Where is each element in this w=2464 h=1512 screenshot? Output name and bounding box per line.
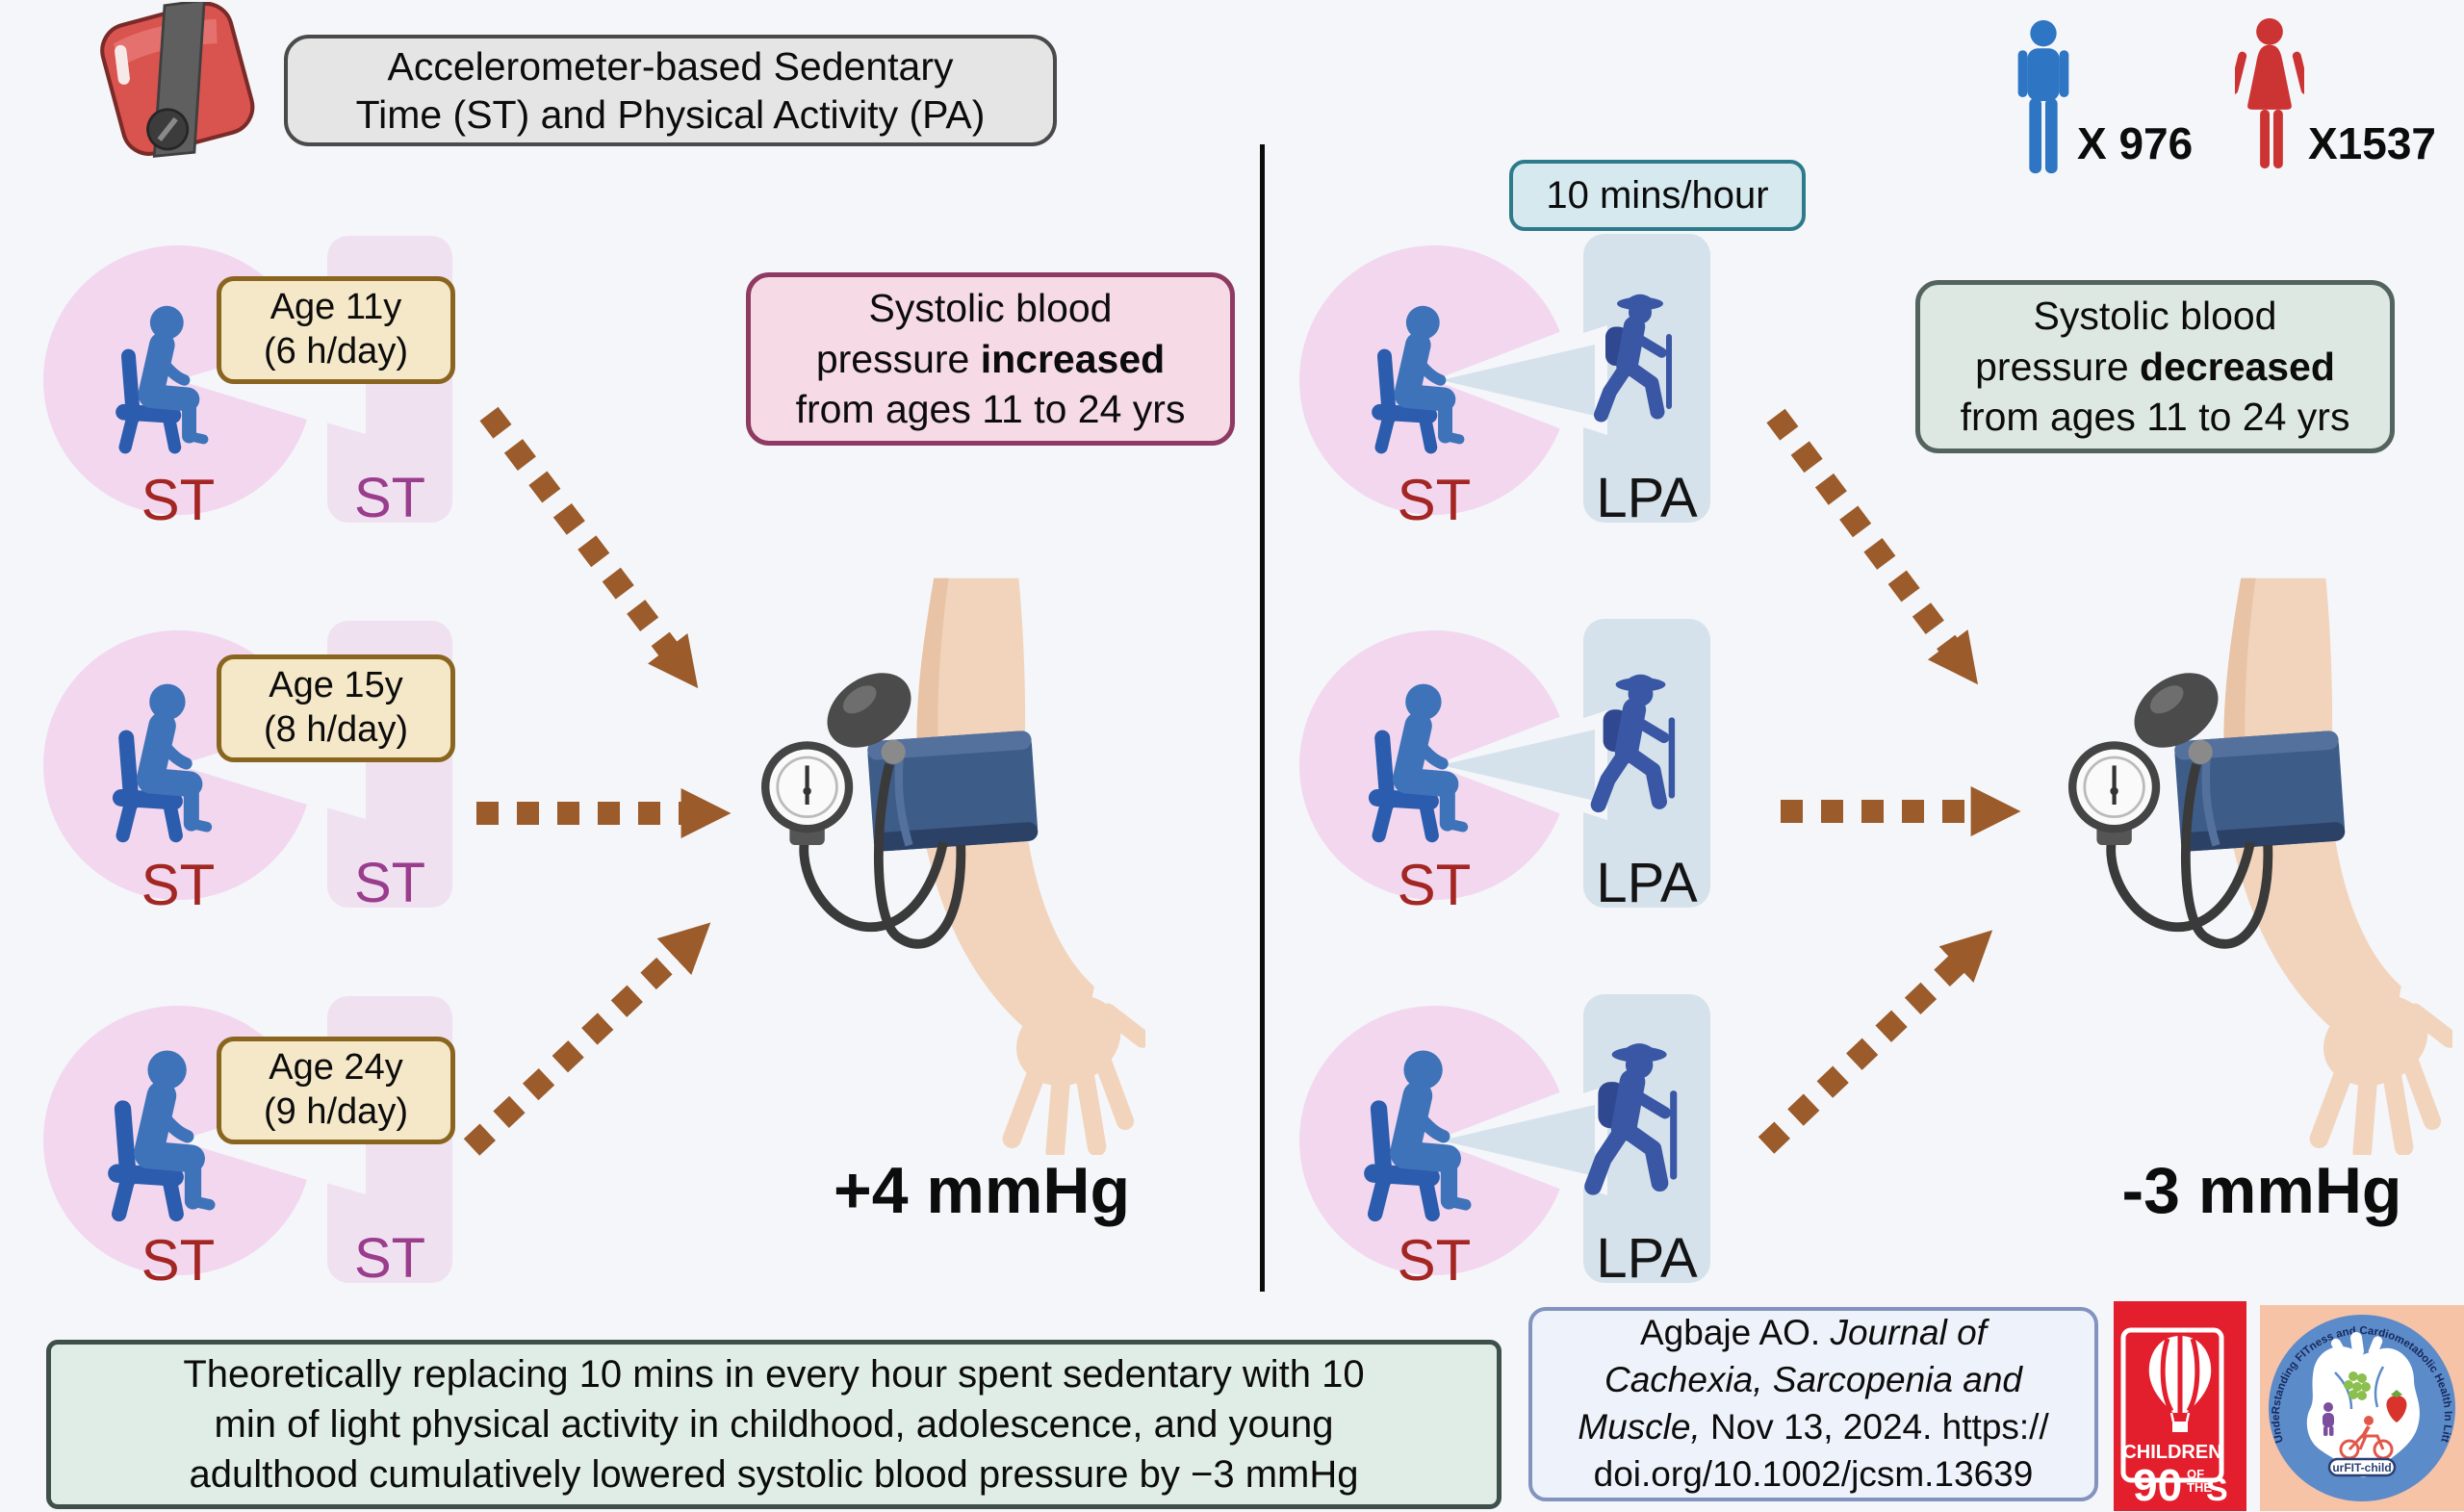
lpa-wedge — [1441, 345, 1595, 416]
replacement-badge: 10 mins/hour — [1509, 160, 1806, 231]
logo-word-of: OF — [2187, 1467, 2204, 1481]
age-text: Age 11y — [270, 287, 402, 328]
sbp-change-decrease: -3 mmHg — [2121, 1154, 2402, 1227]
arrow-lpa-1 — [1766, 408, 1979, 685]
arrow-st-age11 — [479, 406, 699, 689]
summary-box: Theoretically replacing 10 mins in every… — [46, 1340, 1502, 1509]
citation-text: Agbaje AO. Journal of Cachexia, Sarcopen… — [1578, 1313, 2049, 1494]
summary-line3: adulthood cumulatively lowered systolic … — [189, 1453, 1359, 1496]
summary-line2: min of light physical activity in childh… — [214, 1403, 1334, 1446]
title-box: Accelerometer-based Sedentary Time (ST) … — [284, 35, 1057, 146]
strawberry-icon — [2386, 1390, 2407, 1422]
blood-pressure-arm-left — [741, 576, 1145, 1155]
pie-st-label: ST — [141, 1228, 216, 1293]
female-icon — [2235, 17, 2304, 169]
pie-st-label: ST — [141, 853, 216, 917]
logo-word-children: CHILDREN — [2122, 1442, 2221, 1463]
sedentary-pie — [1299, 1006, 1560, 1275]
age-label-24: Age 24y (9 h/day) — [217, 1037, 455, 1144]
accelerometer-device-icon — [100, 2, 255, 158]
result-line3: from ages 11 to 24 yrs — [795, 387, 1186, 432]
age-text: Age 15y — [269, 665, 403, 706]
summary-line1: Theoretically replacing 10 mins in every… — [183, 1353, 1365, 1396]
tail-st-label: ST — [354, 467, 425, 529]
hours-text: (8 h/day) — [264, 709, 408, 750]
result-line3: from ages 11 to 24 yrs — [1960, 395, 2350, 440]
title-line1: Accelerometer-based Sedentary — [387, 43, 954, 89]
result-line1: Systolic blood — [868, 286, 1113, 331]
arrow-st-age24 — [463, 922, 711, 1156]
result-line1: Systolic blood — [2033, 294, 2277, 339]
logo-word-90: 90 — [2133, 1460, 2182, 1510]
male-count: X 976 — [2077, 118, 2194, 168]
sbp-decrease-box: Systolic blood pressure decreased from a… — [1915, 280, 2395, 453]
urfit-child-logo: UndeRstanding FITness and Cardiometaboli… — [2260, 1305, 2464, 1511]
urfit-badge-text: urFIT-child — [2332, 1461, 2391, 1474]
pie-st-label: ST — [1398, 853, 1472, 917]
lpa-wedge — [1441, 1105, 1595, 1176]
hours-text: (9 h/day) — [264, 1091, 408, 1132]
badge-text: 10 mins/hour — [1546, 173, 1769, 217]
pie-st-label: ST — [141, 468, 216, 532]
citation-box: Agbaje AO. Journal of Cachexia, Sarcopen… — [1528, 1307, 2098, 1501]
male-icon — [2017, 19, 2069, 174]
lpa-label: LPA — [1596, 467, 1698, 529]
replacement-row-3: ST LPA — [1299, 994, 1710, 1293]
age-text: Age 24y — [269, 1047, 403, 1089]
sbp-increase-box: Systolic blood pressure increased from a… — [746, 272, 1235, 446]
pie-st-label: ST — [1398, 468, 1472, 532]
sedentary-row-age15: ST ST — [43, 621, 452, 917]
age-label-15: Age 15y (8 h/day) — [217, 654, 455, 762]
arrow-lpa-3 — [1758, 930, 1993, 1154]
result-line2: pressure decreased — [1975, 344, 2335, 389]
pie-st-label: ST — [1398, 1228, 1472, 1293]
grapes-icon — [2344, 1371, 2371, 1400]
sbp-change-increase: +4 mmHg — [834, 1154, 1130, 1227]
replacement-row-1: ST LPA — [1299, 234, 1710, 532]
tail-st-label: ST — [354, 1227, 425, 1290]
title-line2: Time (ST) and Physical Activity (PA) — [355, 92, 986, 137]
panel-divider — [1260, 144, 1265, 1292]
children-of-the-90s-logo: CHILDREN 90 OF THE S — [2114, 1301, 2246, 1511]
hours-text: (6 h/day) — [264, 331, 408, 372]
cyclist-icon — [2339, 1416, 2394, 1460]
replacement-row-2: ST LPA — [1299, 619, 1710, 917]
sedentary-pie — [1299, 630, 1560, 900]
child-figure-icon — [2323, 1402, 2334, 1436]
age-label-11: Age 11y (6 h/day) — [217, 276, 455, 384]
blood-pressure-arm-right — [2048, 576, 2452, 1155]
tail-st-label: ST — [354, 852, 425, 914]
lpa-label: LPA — [1596, 852, 1698, 914]
female-count: X1537 — [2308, 118, 2437, 168]
lpa-wedge — [1441, 730, 1595, 801]
logo-word-s: S — [2206, 1472, 2228, 1508]
logo-word-the: THE — [2187, 1480, 2212, 1495]
result-line2: pressure increased — [815, 336, 1166, 381]
lpa-label: LPA — [1596, 1227, 1698, 1290]
